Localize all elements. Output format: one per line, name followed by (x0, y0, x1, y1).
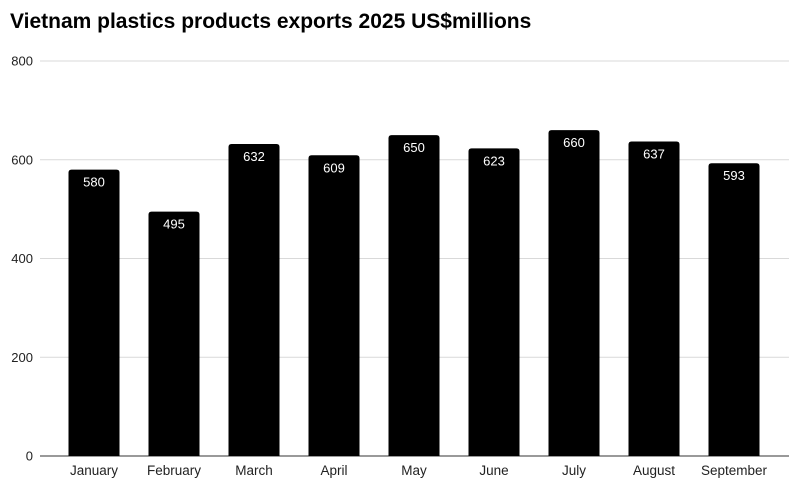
bar-may (388, 135, 440, 456)
bar-august (628, 141, 680, 456)
bar-january (68, 169, 120, 456)
data-label: 495 (163, 217, 185, 232)
y-tick-label: 400 (11, 251, 33, 266)
chart-title: Vietnam plastics products exports 2025 U… (10, 10, 532, 33)
x-tick-label: August (633, 463, 675, 478)
x-tick-label: March (235, 463, 273, 478)
x-tick-label: September (701, 463, 768, 478)
data-label: 580 (83, 175, 105, 190)
bar-april (308, 155, 360, 456)
data-label: 637 (643, 146, 665, 161)
x-tick-label: April (320, 463, 347, 478)
x-tick-label: February (147, 463, 201, 478)
data-label: 632 (243, 149, 265, 164)
x-tick-label: July (562, 463, 586, 478)
x-tick-label: May (401, 463, 427, 478)
data-label: 609 (323, 160, 345, 175)
data-label: 660 (563, 135, 585, 150)
y-tick-label: 200 (11, 350, 33, 365)
x-tick-label: January (70, 463, 118, 478)
x-tick-label: June (479, 463, 508, 478)
data-label: 650 (403, 140, 425, 155)
bar-july (548, 130, 600, 456)
data-label: 623 (483, 153, 505, 168)
y-tick-label: 800 (11, 54, 33, 69)
data-label: 593 (723, 168, 745, 183)
bar-june (468, 148, 520, 457)
y-tick-label: 0 (26, 449, 33, 464)
bar-march (228, 143, 280, 456)
y-tick-label: 600 (11, 152, 33, 167)
bar-september (708, 163, 760, 457)
bar-february (148, 211, 200, 456)
